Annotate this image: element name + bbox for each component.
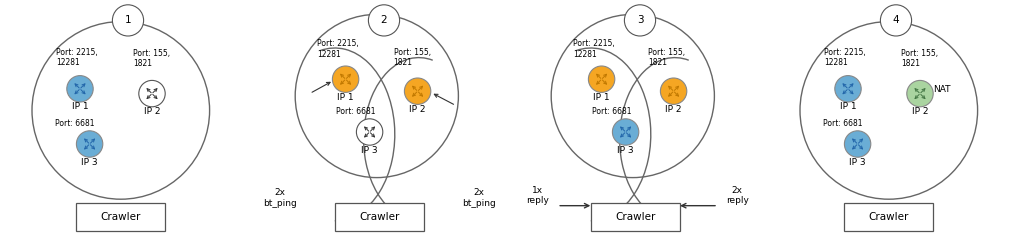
Text: Port: 2215,
12281: Port: 2215, 12281	[824, 48, 865, 67]
Text: Port: 2215,
12281: Port: 2215, 12281	[56, 48, 97, 67]
Circle shape	[77, 131, 102, 157]
FancyBboxPatch shape	[335, 204, 424, 231]
Text: IP 3: IP 3	[849, 158, 866, 167]
Text: IP 3: IP 3	[617, 146, 634, 155]
Circle shape	[139, 80, 165, 107]
Circle shape	[113, 5, 143, 36]
Circle shape	[881, 5, 911, 36]
Text: Crawler: Crawler	[359, 212, 399, 222]
FancyBboxPatch shape	[845, 204, 933, 231]
Text: Port: 6681: Port: 6681	[55, 119, 94, 128]
Text: IP 3: IP 3	[361, 146, 378, 155]
Text: Port: 6681: Port: 6681	[336, 107, 376, 116]
Circle shape	[660, 78, 687, 104]
Text: IP 2: IP 2	[410, 105, 426, 114]
Text: 1: 1	[125, 15, 131, 25]
Text: NAT: NAT	[933, 85, 950, 95]
Circle shape	[612, 119, 639, 145]
Circle shape	[67, 76, 93, 102]
Text: 4: 4	[893, 15, 899, 25]
Text: Port: 2215,
12281: Port: 2215, 12281	[572, 39, 614, 59]
Text: IP 2: IP 2	[911, 107, 928, 116]
Circle shape	[589, 66, 614, 92]
Text: IP 2: IP 2	[143, 107, 160, 116]
Text: 1x
reply: 1x reply	[526, 186, 550, 205]
Text: Crawler: Crawler	[868, 212, 909, 222]
Circle shape	[625, 5, 655, 36]
Text: 2x
bt_ping: 2x bt_ping	[263, 188, 297, 208]
Text: IP 1: IP 1	[72, 102, 88, 111]
Circle shape	[369, 5, 399, 36]
Circle shape	[356, 119, 383, 145]
Text: IP 3: IP 3	[81, 158, 98, 167]
Text: Crawler: Crawler	[100, 212, 141, 222]
Text: Port: 155,
1821: Port: 155, 1821	[648, 48, 685, 67]
Text: Port: 155,
1821: Port: 155, 1821	[901, 49, 938, 68]
Circle shape	[404, 78, 431, 104]
Text: Crawler: Crawler	[615, 212, 655, 222]
Circle shape	[845, 131, 870, 157]
Text: Port: 155,
1821: Port: 155, 1821	[393, 48, 431, 67]
Circle shape	[835, 76, 861, 102]
Text: 3: 3	[637, 15, 643, 25]
Text: 2x
reply: 2x reply	[726, 186, 749, 205]
Text: 2: 2	[381, 15, 387, 25]
Text: Port: 6681: Port: 6681	[823, 119, 862, 128]
Text: 2x
bt_ping: 2x bt_ping	[462, 188, 496, 208]
Text: Port: 2215,
12281: Port: 2215, 12281	[316, 39, 358, 59]
FancyBboxPatch shape	[77, 204, 165, 231]
Text: Port: 155,
1821: Port: 155, 1821	[133, 49, 170, 68]
FancyBboxPatch shape	[591, 204, 680, 231]
Text: Port: 6681: Port: 6681	[592, 107, 632, 116]
Circle shape	[907, 80, 933, 107]
Text: IP 1: IP 1	[337, 93, 354, 102]
Text: IP 1: IP 1	[593, 93, 610, 102]
Text: IP 2: IP 2	[666, 105, 682, 114]
Text: IP 1: IP 1	[840, 102, 856, 111]
Circle shape	[333, 66, 358, 92]
